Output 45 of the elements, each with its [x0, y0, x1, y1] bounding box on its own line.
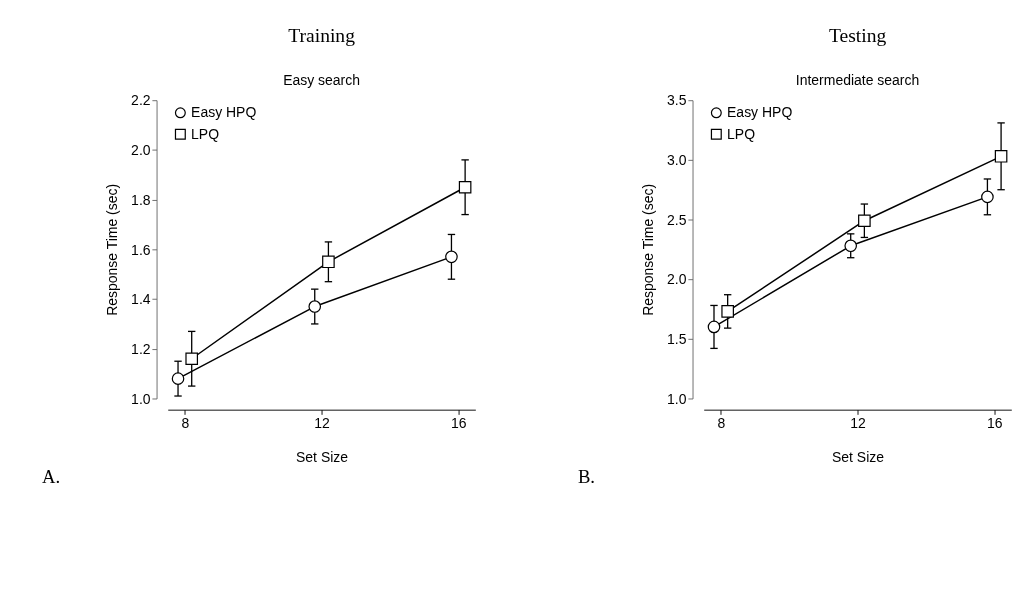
y-tick-label: 1.0 — [131, 390, 151, 407]
legend-label: Easy HPQ — [191, 104, 257, 121]
text: A. — [41, 466, 61, 488]
y-tick-label: 3.5 — [667, 92, 687, 109]
x-tick-label: 8 — [181, 414, 190, 431]
y-tick-label: 1.8 — [131, 191, 151, 208]
point — [858, 214, 871, 228]
y-axis-title: Response Time (sec) — [640, 183, 657, 316]
point — [171, 372, 185, 385]
point — [721, 305, 734, 318]
chart-subtitle: Intermediate search — [795, 72, 920, 89]
legend-label: Easy HPQ — [727, 104, 793, 121]
x-tick-label: 12 — [850, 414, 866, 431]
legend-label: LPQ — [727, 125, 756, 142]
legend-label: LPQ — [191, 125, 220, 142]
y-tick-label: 1.4 — [131, 291, 151, 308]
y-tick-label: 2.5 — [667, 211, 687, 228]
x-axis-title: Set Size — [296, 449, 349, 466]
x-tick-label: 12 — [314, 414, 331, 431]
text: B. — [577, 466, 595, 488]
x-tick-label: 8 — [717, 414, 726, 431]
x-axis-title: Set Size — [831, 449, 885, 466]
y-tick-label: 1.2 — [131, 340, 151, 357]
y-tick-label: 1.6 — [131, 241, 151, 258]
x-tick-label: 16 — [450, 414, 467, 431]
point — [322, 255, 335, 269]
point — [445, 250, 458, 264]
y-axis-title: Response Time (sec) — [104, 183, 121, 316]
point — [185, 352, 199, 366]
y-tick-label: 2.0 — [131, 142, 151, 159]
chart-subtitle: Easy search — [283, 72, 361, 89]
y-tick-label: 2.2 — [131, 92, 151, 109]
point — [308, 300, 322, 313]
point — [844, 239, 858, 253]
point — [458, 180, 472, 194]
y-tick-label: 1.0 — [667, 390, 687, 407]
y-tick-label: 3.0 — [667, 152, 687, 169]
chart-title: Testing — [828, 25, 887, 47]
point — [981, 190, 994, 204]
point — [707, 320, 721, 334]
point — [994, 149, 1008, 163]
x-tick-label: 16 — [986, 414, 1003, 431]
y-tick-label: 1.5 — [667, 330, 687, 347]
chart-title: Training — [288, 25, 356, 47]
y-tick-label: 2.0 — [667, 271, 687, 288]
